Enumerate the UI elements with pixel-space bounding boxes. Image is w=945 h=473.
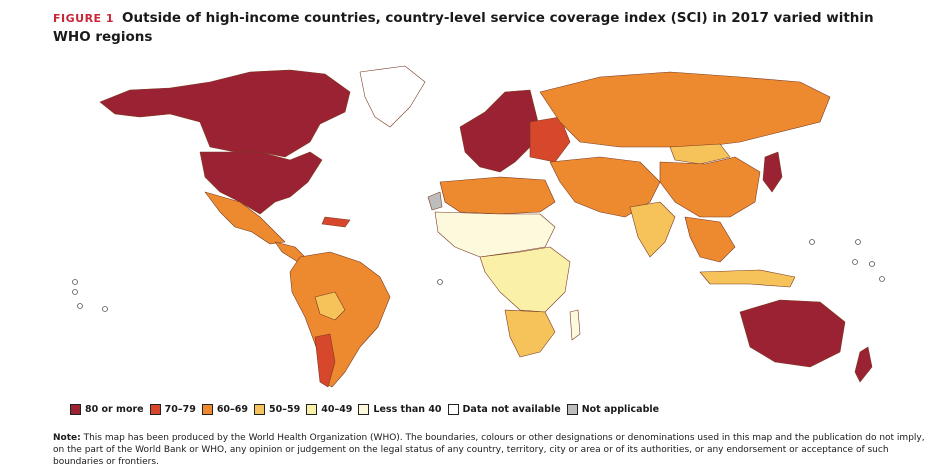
region-west-africa [434, 211, 556, 258]
region-bolivia [314, 291, 346, 321]
legend-swatch [149, 404, 161, 415]
legend-label: 80 or more [85, 404, 144, 415]
island-marker [869, 261, 875, 267]
region-western-europe [459, 89, 539, 173]
legend-label: 60–69 [216, 404, 249, 415]
legend-item: 80 or more [70, 404, 144, 415]
legend-item: 70–79 [149, 404, 196, 415]
island-marker [77, 303, 83, 309]
legend-swatch [254, 404, 266, 415]
island-marker [852, 259, 858, 265]
map-legend: 80 or more 70–79 60–69 50–59 40–49 Less than … [70, 404, 665, 415]
region-china [659, 156, 761, 218]
region-russia [539, 71, 831, 148]
island-marker [809, 239, 815, 245]
legend-label: Data not available [462, 404, 561, 415]
region-caribbean [321, 216, 351, 228]
island-marker [72, 279, 78, 285]
region-central-africa [479, 246, 571, 313]
note-label: Note: [53, 433, 81, 443]
region-india [629, 201, 676, 258]
island-marker [437, 279, 443, 285]
region-southern-africa [504, 309, 556, 358]
legend-swatch [447, 404, 459, 415]
region-japan [762, 151, 783, 193]
figure-title-text: Outside of high-income countries, countr… [53, 10, 874, 45]
legend-swatch [306, 404, 318, 415]
note-text: This map has been produced by the World … [53, 433, 925, 467]
figure-label: FIGURE 1 [53, 12, 115, 25]
legend-swatch [70, 404, 81, 415]
legend-item: 50–59 [254, 404, 300, 415]
legend-item: Less than 40 [358, 404, 442, 415]
legend-item: 60–69 [201, 404, 249, 415]
region-greenland [359, 65, 426, 128]
legend-label: 40–49 [321, 404, 353, 415]
region-mongolia [669, 143, 731, 165]
legend-swatch [566, 404, 578, 415]
region-usa [199, 151, 323, 215]
region-new-zealand [854, 346, 873, 383]
legend-item: 40–49 [306, 404, 352, 415]
region-australia [739, 299, 846, 368]
island-marker [102, 306, 108, 312]
legend-label: 50–59 [269, 404, 301, 415]
region-western-sahara [427, 191, 443, 211]
legend-label: Not applicable [581, 404, 660, 415]
world-map [72, 65, 885, 388]
legend-item: Data not available [447, 404, 561, 415]
legend-label: Less than 40 [373, 404, 442, 415]
region-indonesia [699, 269, 796, 288]
legend-swatch [358, 404, 370, 415]
island-marker [879, 276, 885, 282]
region-southeast-asia [684, 216, 736, 263]
island-marker [72, 289, 78, 295]
region-eastern-europe [529, 116, 571, 163]
legend-item: Not applicable [566, 404, 660, 415]
map-note: Note: This map has been produced by the … [53, 432, 933, 468]
region-north-africa [439, 176, 556, 215]
legend-label: 70–79 [164, 404, 196, 415]
island-marker [855, 239, 861, 245]
region-madagascar [569, 309, 581, 341]
region-north-america-north [99, 69, 351, 158]
region-southern-cone [314, 333, 336, 388]
region-south-america [289, 251, 391, 388]
figure-title: FIGURE 1 Outside of high-income countries… [53, 9, 913, 46]
legend-swatch [201, 404, 213, 415]
